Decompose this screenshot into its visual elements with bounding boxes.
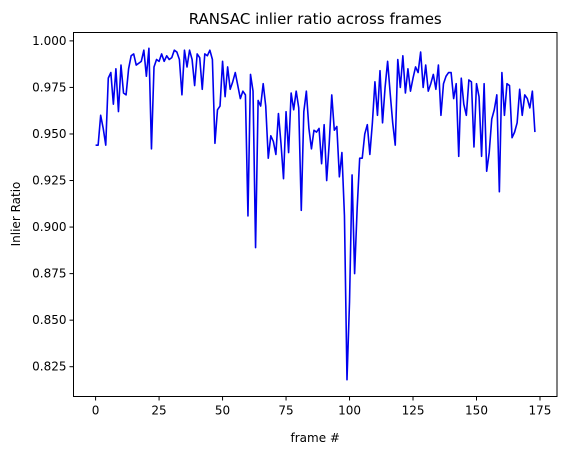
y-tick-label: 0.950 — [32, 127, 66, 141]
y-axis: 0.825 0.850 0.875 0.900 0.925 0.950 0.975 1.000 — [32, 34, 74, 374]
x-axis-label: frame # — [291, 431, 340, 445]
x-tick-label: 100 — [338, 404, 361, 418]
plot-frame — [73, 32, 558, 397]
y-tick-label: 0.825 — [32, 360, 66, 374]
y-tick-label: 0.925 — [32, 174, 66, 188]
y-tick-label: 1.000 — [32, 34, 66, 48]
x-tick-label: 0 — [92, 404, 100, 418]
x-tick-label: 50 — [215, 404, 230, 418]
x-tick-label: 175 — [529, 404, 552, 418]
x-axis: 0 25 50 75 100 125 150 175 — [92, 396, 552, 418]
series-layer — [95, 47, 536, 381]
chart-title: RANSAC inlier ratio across frames — [189, 10, 442, 28]
y-tick-label: 0.850 — [32, 313, 66, 327]
x-tick-label: 125 — [402, 404, 425, 418]
x-tick-label: 25 — [151, 404, 166, 418]
series-line-inlier-ratio — [95, 47, 536, 381]
x-tick-label: 75 — [278, 404, 293, 418]
y-tick-label: 0.975 — [32, 80, 66, 94]
y-tick-label: 0.900 — [32, 220, 66, 234]
x-tick-label: 150 — [465, 404, 488, 418]
y-tick-label: 0.875 — [32, 267, 66, 281]
y-axis-label: Inlier Ratio — [9, 182, 23, 247]
